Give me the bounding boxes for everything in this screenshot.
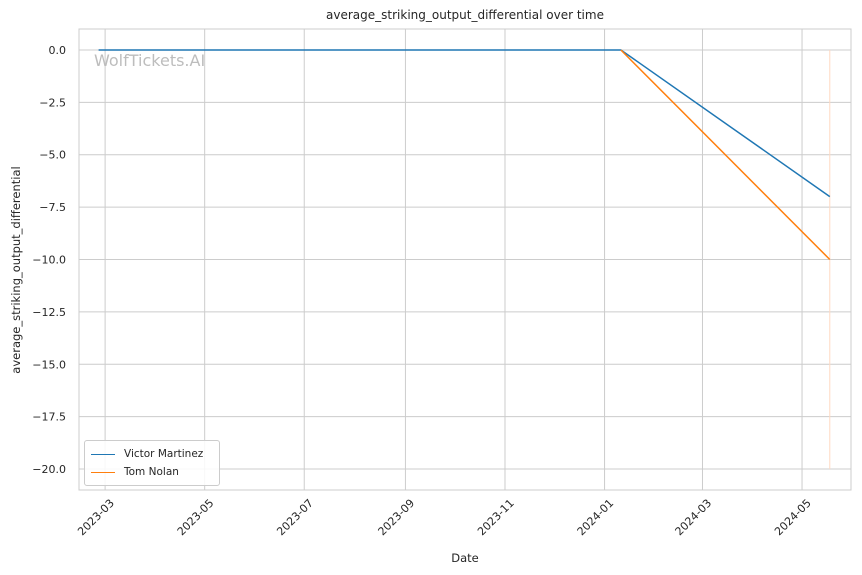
chart-title: average_striking_output_differential ove… xyxy=(326,8,604,22)
x-tick-label: 2024-05 xyxy=(772,497,814,539)
y-tick-label: −12.5 xyxy=(32,306,66,319)
x-tick-label: 2024-01 xyxy=(575,497,617,539)
watermark-text: WolfTickets.AI xyxy=(94,51,205,70)
legend-label-tom-nolan: Tom Nolan xyxy=(124,466,179,478)
series-line-tom-nolan xyxy=(620,49,831,261)
legend-swatch-victor-martinez xyxy=(91,453,115,455)
y-tick-label: −2.5 xyxy=(39,96,66,109)
x-tick-label: 2023-11 xyxy=(475,497,517,539)
y-tick-label: −20.0 xyxy=(32,463,66,476)
y-tick-label: 0.0 xyxy=(49,44,67,57)
y-axis-label: average_striking_output_differential xyxy=(9,166,23,374)
x-tick-label: 2024-03 xyxy=(673,497,715,539)
y-tick-label: −15.0 xyxy=(32,358,66,371)
x-tick-label: 2023-03 xyxy=(75,497,117,539)
legend: Victor Martinez Tom Nolan xyxy=(84,440,220,486)
legend-label-victor-martinez: Victor Martinez xyxy=(124,448,204,460)
legend-swatch-tom-nolan xyxy=(91,471,115,473)
legend-item-tom-nolan: Tom Nolan xyxy=(91,464,179,480)
x-tick-label: 2023-09 xyxy=(376,497,418,539)
y-tick-label: −5.0 xyxy=(39,149,66,162)
y-tick-label: −7.5 xyxy=(39,201,66,214)
x-axis-label: Date xyxy=(451,551,479,565)
legend-item-victor-martinez: Victor Martinez xyxy=(91,446,203,462)
y-tick-label: −10.0 xyxy=(32,254,66,267)
y-tick-label: −17.5 xyxy=(32,411,66,424)
x-tick-label: 2023-05 xyxy=(175,497,217,539)
x-tick-label: 2023-07 xyxy=(274,497,316,539)
